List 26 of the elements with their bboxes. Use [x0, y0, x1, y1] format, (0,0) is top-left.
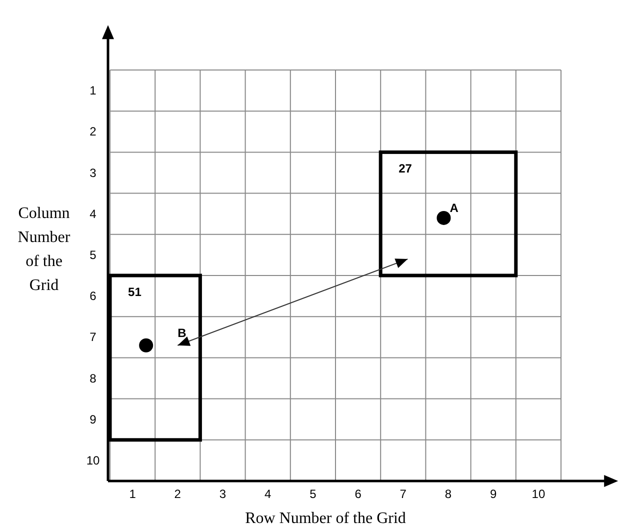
y-tick-label: 8	[90, 371, 97, 386]
y-tick-label: 4	[90, 206, 97, 221]
y-tick-label: 9	[90, 412, 97, 426]
x-tick-label: 4	[264, 487, 272, 501]
x-tick-label: 9	[490, 487, 498, 501]
x-tick-label: 3	[219, 487, 226, 501]
y-tick-label: 7	[90, 330, 97, 344]
x-tick-label: 5	[310, 487, 317, 501]
y-tick-label: 3	[90, 166, 97, 180]
x-axis-title: Row Number of the Grid	[245, 510, 406, 527]
x-tick-label: 8	[444, 487, 452, 501]
y-tick-label: 1	[90, 84, 97, 98]
x-tick-label: 6	[354, 487, 362, 501]
y-tick-label: 2	[90, 124, 97, 139]
x-tick-label: 1	[129, 487, 136, 501]
annotation: B	[178, 326, 187, 340]
annotation: A	[450, 200, 459, 215]
y-tick-label: 5	[90, 248, 97, 262]
annotation: 27	[398, 162, 412, 176]
annotation: 51	[128, 284, 142, 299]
x-tick-label: 7	[400, 487, 407, 501]
x-tick-label: 2	[174, 487, 182, 501]
y-axis-title: Column Number of the Grid	[18, 205, 71, 294]
y-tick-label: 10	[86, 453, 100, 468]
y-tick-label: 6	[90, 289, 97, 304]
x-tick-label: 10	[532, 487, 546, 501]
